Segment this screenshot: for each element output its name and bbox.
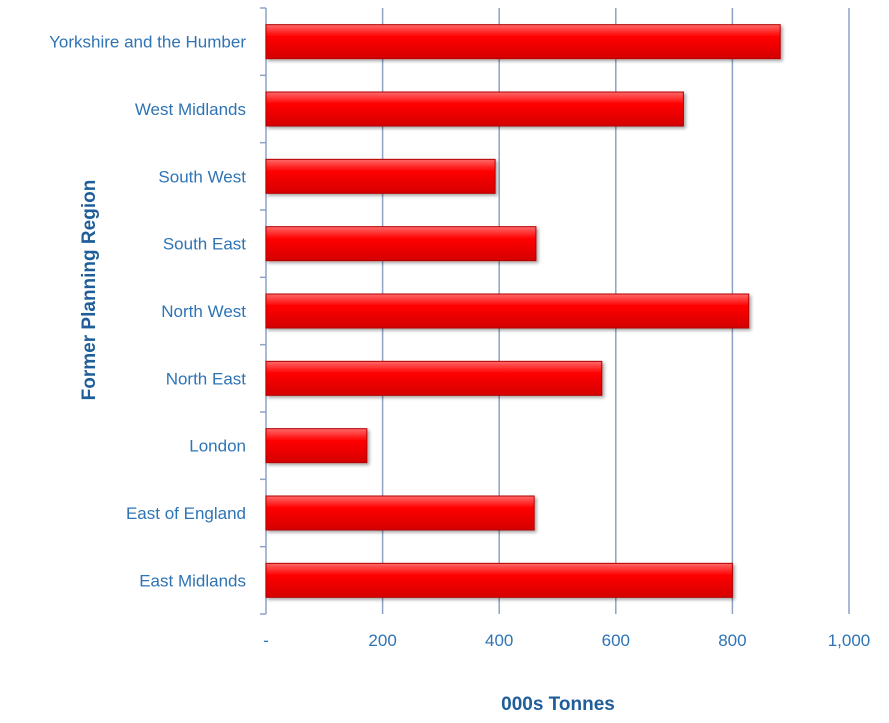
category-label: West Midlands [135, 100, 246, 119]
category-label: South West [158, 167, 246, 186]
bar [265, 562, 733, 598]
category-labels: Yorkshire and the Humber West Midlands Sou… [49, 33, 246, 591]
bar [265, 226, 537, 262]
category-label: North East [166, 369, 247, 388]
bar [265, 293, 750, 329]
category-label: South East [163, 235, 246, 254]
x-tick-label: 400 [485, 631, 513, 650]
bar [265, 360, 603, 396]
y-axis-title: Former Planning Region [79, 180, 100, 401]
x-tick-labels: - 200 400 600 800 1,000 [263, 631, 870, 650]
category-label: North West [161, 302, 246, 321]
category-label: East Midlands [139, 571, 246, 590]
axes [260, 7, 267, 615]
x-tick-label: 200 [368, 631, 396, 650]
x-tick-label: - [263, 631, 269, 650]
x-tick-label: 600 [602, 631, 630, 650]
bars [265, 24, 781, 598]
x-tick-label: 800 [718, 631, 746, 650]
bar [265, 495, 535, 531]
category-label: East of England [126, 504, 246, 523]
x-axis-title: 000s Tonnes [501, 694, 615, 715]
bar [265, 91, 684, 127]
x-tick-label: 1,000 [828, 631, 871, 650]
bar [265, 24, 781, 60]
category-label: Yorkshire and the Humber [49, 33, 246, 52]
bar [265, 158, 496, 194]
category-label: London [189, 437, 246, 456]
bar [265, 428, 368, 464]
